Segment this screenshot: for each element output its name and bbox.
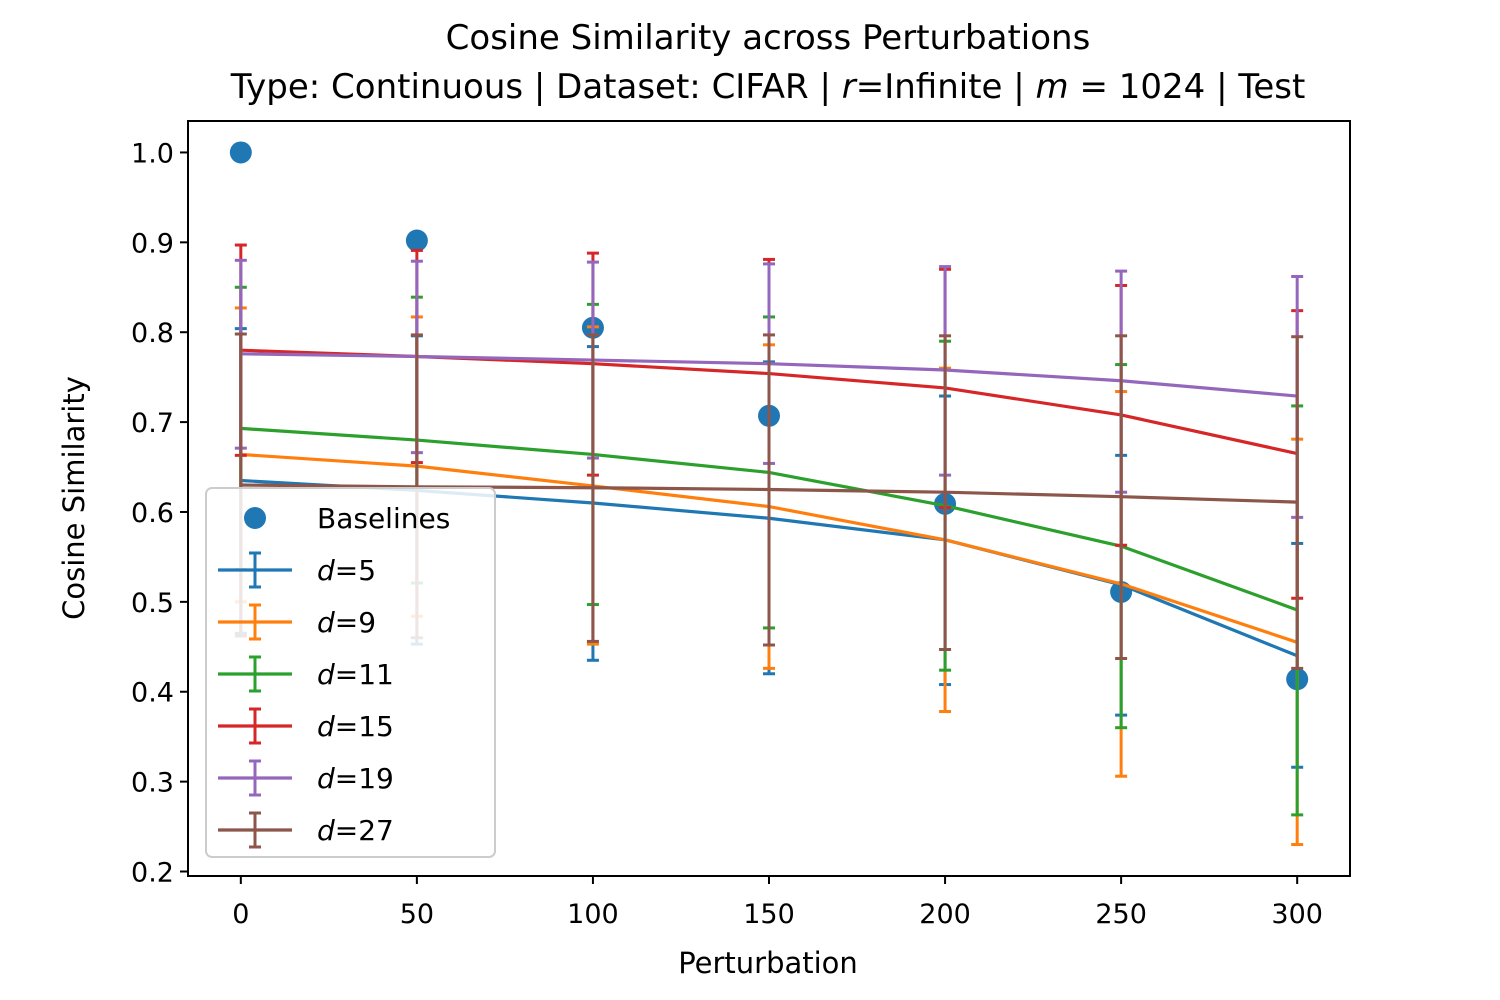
plot-frame bbox=[187, 120, 1351, 877]
x-tick-label: 0 bbox=[232, 899, 249, 930]
y-tick-label: 0.7 bbox=[131, 408, 174, 439]
legend-symbol: d bbox=[317, 554, 335, 587]
subtitle-m-text: = 1024 | Test bbox=[1069, 67, 1306, 107]
legend-symbol: d bbox=[317, 710, 335, 743]
x-tick-label: 50 bbox=[400, 899, 434, 930]
legend-suffix: =9 bbox=[335, 606, 376, 639]
legend-suffix: =15 bbox=[335, 710, 394, 743]
legend-label-d5: d=5 bbox=[317, 554, 376, 587]
baseline-point bbox=[405, 229, 428, 252]
x-tick-label: 200 bbox=[919, 899, 971, 930]
y-axis-ticks: 0.2 0.3 0.4 0.5 0.6 0.7 0.8 0.9 1.0 bbox=[131, 138, 188, 889]
y-tick-label: 0.4 bbox=[131, 678, 174, 709]
y-tick-label: 0.3 bbox=[131, 768, 174, 799]
y-tick-label: 0.5 bbox=[131, 588, 174, 619]
legend-label-d27: d=27 bbox=[317, 814, 394, 847]
legend-label-d15: d=15 bbox=[317, 710, 394, 743]
chart-title: Cosine Similarity across Perturbations bbox=[446, 18, 1091, 58]
baseline-point bbox=[229, 141, 252, 164]
legend-suffix: =11 bbox=[335, 658, 394, 691]
x-axis-ticks: 0 50 100 150 200 250 300 bbox=[232, 876, 1323, 930]
legend-label-d19: d=19 bbox=[317, 762, 394, 795]
subtitle-r-symbol: r bbox=[842, 67, 858, 107]
y-tick-label: 1.0 bbox=[131, 138, 174, 169]
subtitle-r-text: =Infinite | bbox=[856, 67, 1036, 107]
x-tick-label: 100 bbox=[567, 899, 619, 930]
legend-label-d9: d=9 bbox=[317, 606, 376, 639]
y-tick-label: 0.6 bbox=[131, 498, 174, 529]
legend-box bbox=[205, 487, 496, 858]
x-axis-label: Perturbation bbox=[678, 946, 858, 980]
legend-baseline-marker bbox=[244, 507, 266, 529]
y-tick-label: 0.2 bbox=[131, 858, 174, 889]
x-tick-label: 150 bbox=[743, 899, 795, 930]
legend-symbol: d bbox=[317, 762, 335, 795]
legend-symbol: d bbox=[317, 658, 335, 691]
legend-suffix: =19 bbox=[335, 762, 394, 795]
x-tick-label: 300 bbox=[1271, 899, 1323, 930]
legend-label-d11: d=11 bbox=[317, 658, 394, 691]
subtitle-m-symbol: m bbox=[1036, 67, 1069, 107]
series-d27 bbox=[234, 332, 1304, 670]
subtitle-prefix: Type: Continuous | Dataset: CIFAR | bbox=[230, 67, 842, 107]
y-tick-label: 0.9 bbox=[131, 228, 174, 259]
legend-suffix: =27 bbox=[335, 814, 394, 847]
y-axis-label: Cosine Similarity bbox=[57, 376, 91, 620]
x-tick-label: 250 bbox=[1095, 899, 1147, 930]
legend-symbol: d bbox=[317, 606, 335, 639]
chart-subtitle: Type: Continuous | Dataset: CIFAR | r=In… bbox=[230, 67, 1306, 107]
y-tick-label: 0.8 bbox=[131, 318, 174, 349]
legend-label-baselines: Baselines bbox=[317, 502, 450, 535]
legend-symbol: d bbox=[317, 814, 335, 847]
legend-suffix: =5 bbox=[335, 554, 376, 587]
